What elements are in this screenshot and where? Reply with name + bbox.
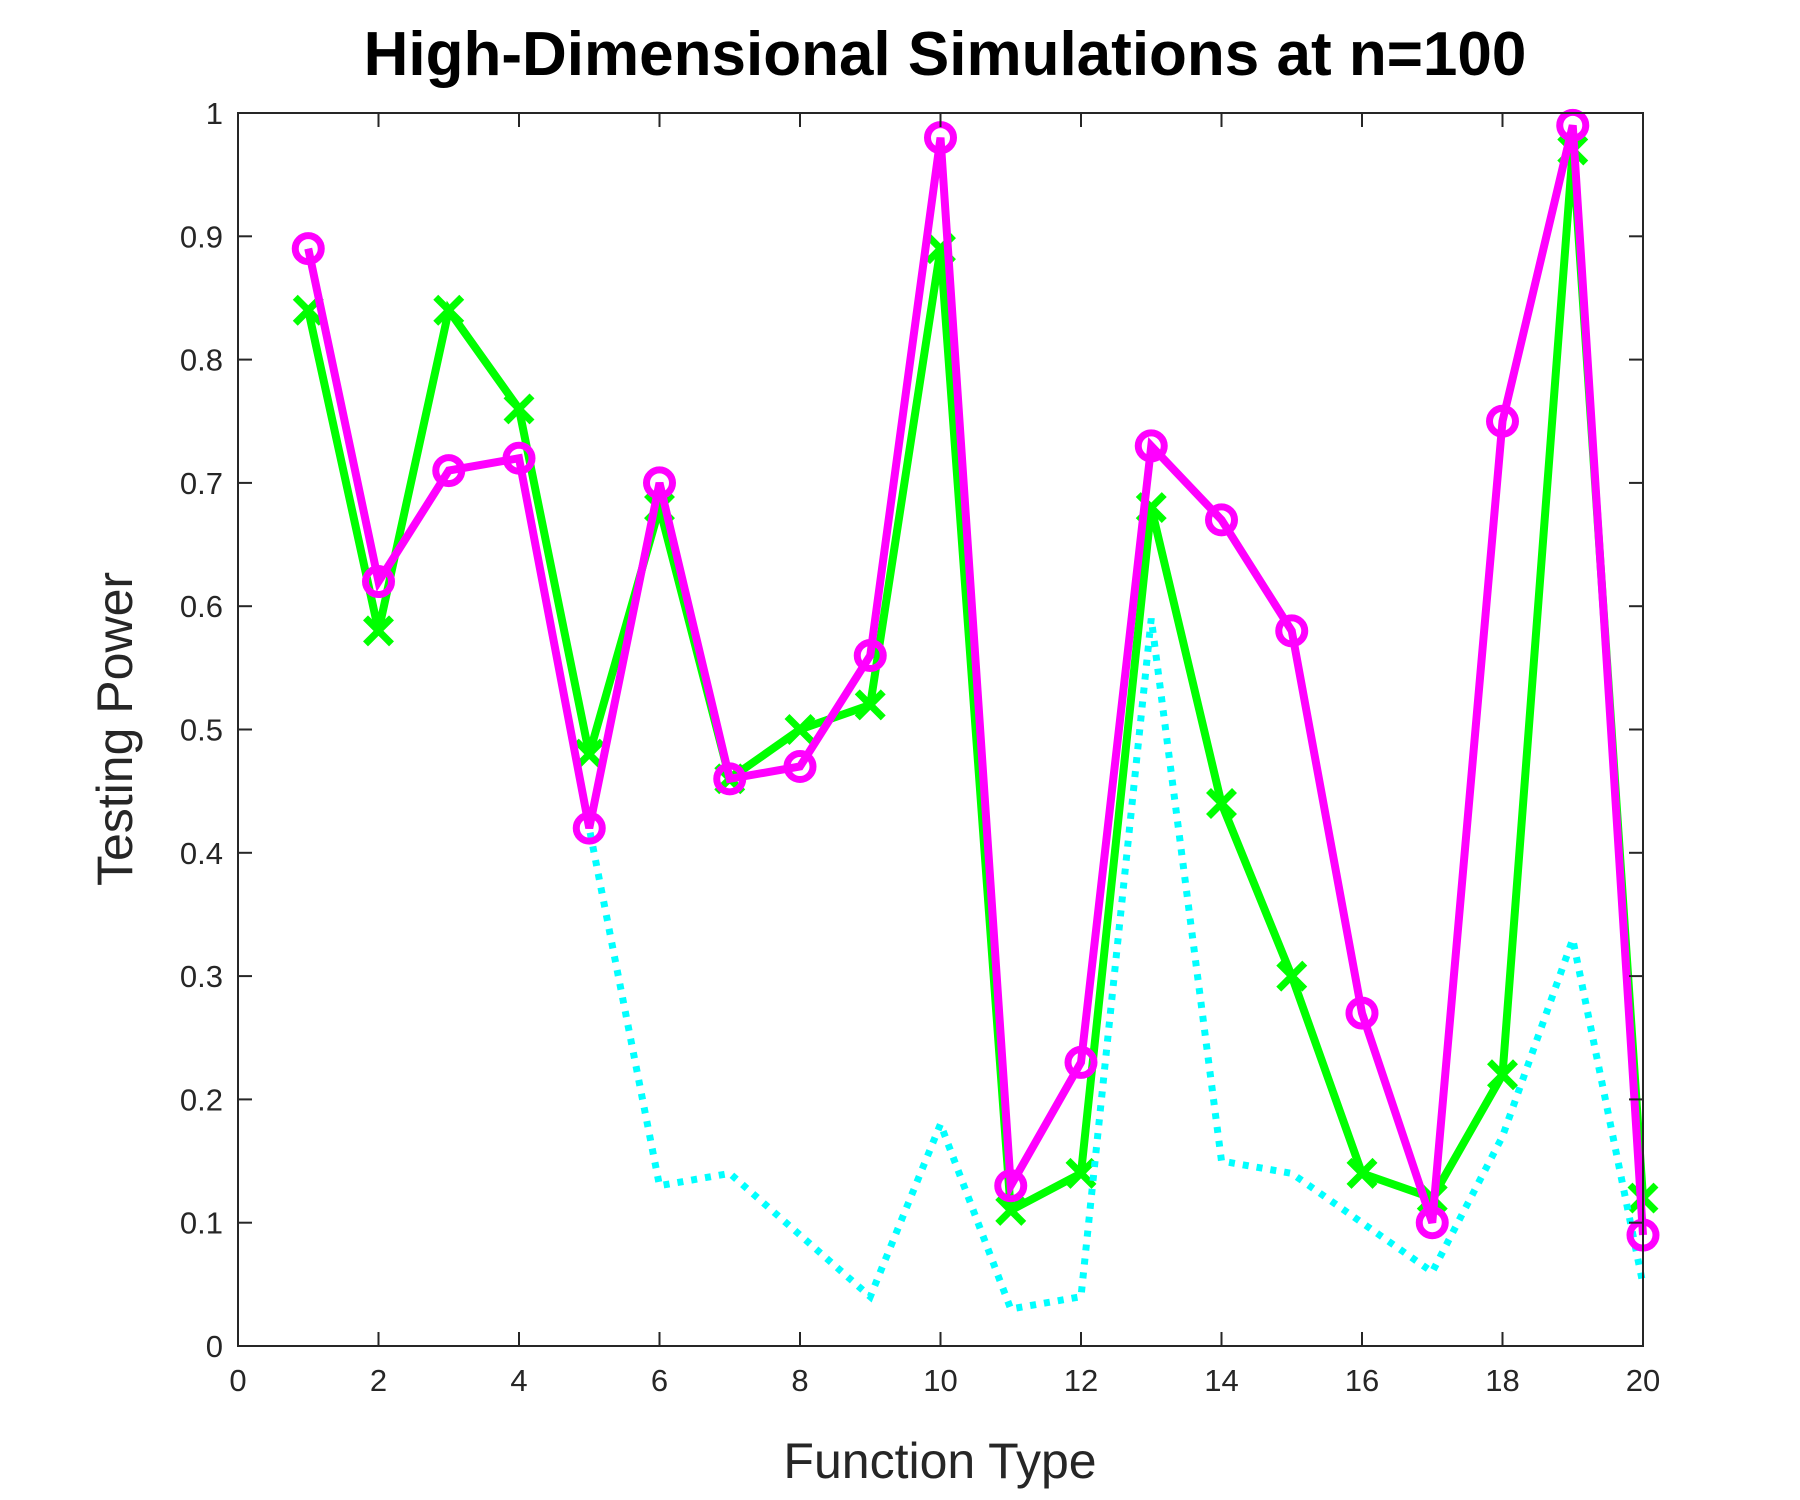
data-point-o: [362, 565, 395, 599]
y-axis-label: Testing Power: [87, 572, 143, 886]
y-tick-label: 0.8: [180, 343, 223, 378]
x-tick-label: 2: [370, 1363, 387, 1398]
data-point-o: [1205, 503, 1238, 537]
chart-title: High-Dimensional Simulations at n=100: [364, 20, 1527, 89]
y-tick-label: 0.1: [180, 1206, 223, 1241]
data-point-o: [713, 762, 747, 796]
data-point-o: [1486, 404, 1519, 438]
y-tick-label: 0.3: [180, 959, 223, 994]
y-tick-label: 0.6: [180, 589, 223, 624]
x-tick-label: 8: [791, 1363, 808, 1398]
y-tick-label: 0.2: [180, 1082, 223, 1117]
series-line: [304, 124, 1647, 1236]
data-point-o: [1064, 1045, 1098, 1079]
data-point-x: [433, 294, 465, 326]
x-tick-label: 4: [510, 1363, 527, 1398]
y-tick-label: 0.9: [180, 219, 223, 254]
data-point-o: [643, 466, 676, 500]
series-3: [291, 108, 1660, 1252]
x-tick-label: 20: [1626, 1363, 1660, 1398]
data-point-o: [994, 1169, 1028, 1203]
data-point-o: [1134, 429, 1168, 463]
x-tick-label: 10: [923, 1363, 957, 1398]
x-tick-label: 6: [651, 1363, 668, 1398]
data-point-o: [432, 454, 466, 488]
x-tick-label: 12: [1064, 1363, 1098, 1398]
y-tick-label: 0.5: [180, 713, 223, 748]
data-point-x: [1206, 788, 1237, 819]
data-point-o: [853, 639, 887, 673]
data-point-o: [1415, 1206, 1449, 1240]
data-point-o: [1345, 996, 1379, 1030]
data-point-x: [1487, 1059, 1518, 1091]
x-tick-label: 14: [1204, 1363, 1238, 1398]
x-axis-label: Function Type: [783, 1433, 1096, 1489]
data-point-x: [503, 393, 535, 425]
data-point-o: [572, 811, 606, 845]
data-point-o: [1275, 614, 1309, 648]
data-point-x: [784, 714, 816, 745]
data-point-x: [363, 615, 394, 647]
x-tick-label: 18: [1485, 1363, 1519, 1398]
y-tick-label: 0.7: [180, 466, 223, 501]
data-point-x: [1346, 1157, 1378, 1189]
y-tick-label: 0.4: [180, 836, 223, 871]
y-tick-label: 1: [206, 96, 223, 131]
x-tick-label: 16: [1345, 1363, 1379, 1398]
y-tick-label: 0: [206, 1329, 223, 1364]
data-point-x: [1065, 1157, 1097, 1189]
data-point-x: [995, 1194, 1027, 1226]
data-point-o: [502, 441, 536, 475]
plot-area: [291, 108, 1660, 1313]
data-point-o: [783, 749, 817, 783]
axis-ticks: 0 2 4 6 8 10 12 14 16 18 20 0 0.1 0.2 0.3 0.4 0.5 0.6 0.7 0…: [180, 96, 1660, 1398]
data-point-x: [1276, 960, 1308, 992]
data-point-x: [854, 689, 886, 721]
data-point-o: [291, 232, 325, 266]
x-tick-label: 0: [229, 1363, 246, 1398]
